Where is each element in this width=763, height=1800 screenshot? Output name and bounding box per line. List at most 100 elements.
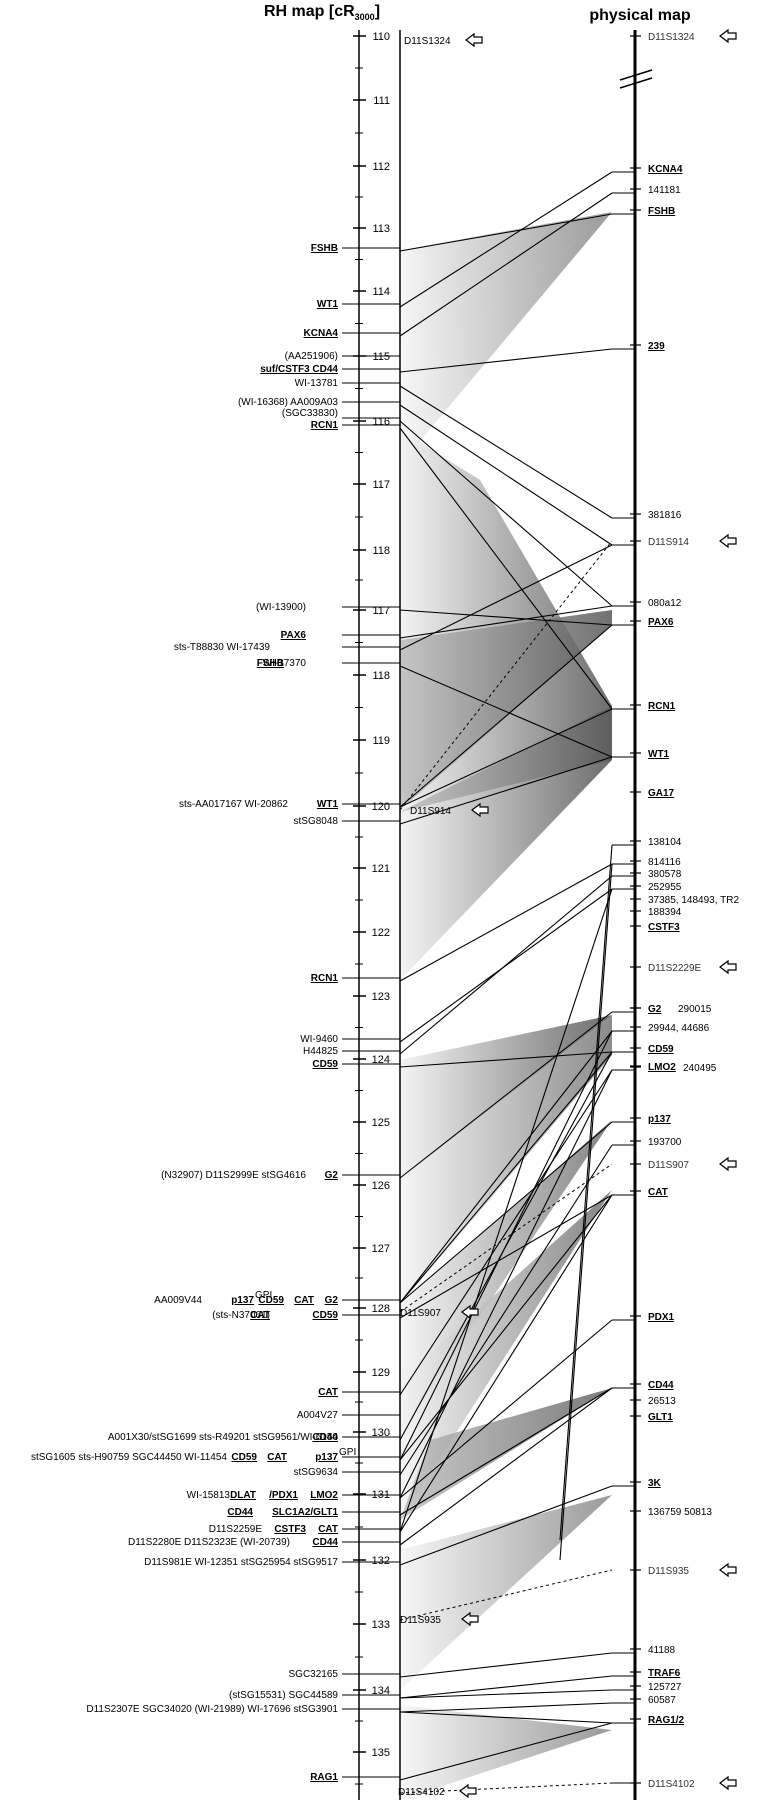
link-line xyxy=(399,1144,613,1476)
rh-tick-label: 114 xyxy=(372,286,390,298)
physical-map-label: PAX6 xyxy=(648,617,674,628)
physical-map-label: 380578 xyxy=(648,869,682,880)
rh-tick-label: 123 xyxy=(372,991,390,1003)
physical-map-label: CSTF3 xyxy=(648,922,680,933)
rh-tick-label: 118 xyxy=(372,545,390,557)
link-line xyxy=(399,1030,613,1461)
link-line xyxy=(399,1689,613,1699)
link-line xyxy=(399,1194,613,1533)
link-line xyxy=(399,609,613,626)
arrow-left-icon xyxy=(471,802,489,818)
rh-tick-label: 111 xyxy=(373,95,390,107)
physical-map-label: 37385, 148493, TR2 xyxy=(648,895,739,906)
physical-map-label: 381816 xyxy=(648,510,682,521)
rh-gene-label: WT1 xyxy=(317,799,339,810)
rh-tick-label: 110 xyxy=(372,31,390,43)
rh-marker-label: WI-17370 xyxy=(263,658,307,669)
rh-gene-label: CD59 xyxy=(312,1059,338,1070)
rh-tick-label: 117 xyxy=(372,605,390,617)
physical-map-label: 26513 xyxy=(648,1396,676,1407)
physical-map-label: D11S4102 xyxy=(648,1779,695,1790)
link-line xyxy=(399,1387,613,1516)
physical-map-label: 138104 xyxy=(648,837,682,848)
anchor-link-dashed xyxy=(399,1163,613,1313)
anchor-link-dashed xyxy=(399,1782,613,1794)
rh-marker-label: SGC32165 xyxy=(289,1669,339,1680)
link-line xyxy=(399,213,613,252)
rh-tick-label: 128 xyxy=(372,1303,390,1315)
physical-map-label: 3K xyxy=(648,1478,662,1489)
arrow-left-icon xyxy=(719,959,737,975)
rh-marker-label: (SGC33830) xyxy=(282,408,338,419)
rh-anchor-label: D11S1324 xyxy=(404,36,451,47)
arrow-left-icon xyxy=(719,1156,737,1172)
rh-marker-label: (stSG15531) SGC44589 xyxy=(229,1690,338,1701)
physical-map-label: 125727 xyxy=(648,1682,682,1693)
rh-marker-label: WI-9460 xyxy=(300,1034,338,1045)
rh-marker-label: D11S981E WI-12351 stSG25954 stSG9517 xyxy=(144,1557,338,1568)
rh-marker-label: AA009V44 xyxy=(154,1295,202,1306)
physical-map-label: RCN1 xyxy=(648,701,676,712)
arrow-left-icon xyxy=(719,533,737,549)
rh-map-title: RH map [cR3000] xyxy=(264,3,380,22)
rh-tick-label: 135 xyxy=(372,1747,390,1759)
physical-map-label: D11S2229E xyxy=(648,963,702,974)
rh-gene-label: CD59 xyxy=(231,1452,257,1463)
link-line xyxy=(399,544,613,651)
link-line xyxy=(399,863,613,982)
arrow-left-icon xyxy=(465,32,483,48)
physical-map-label: 290015 xyxy=(678,1004,712,1015)
rh-gene-label: p137 xyxy=(231,1295,254,1306)
arrow-left-icon xyxy=(719,28,737,44)
rh-tick-label: 121 xyxy=(372,863,390,875)
physical-map-label: GLT1 xyxy=(648,1412,673,1423)
link-line xyxy=(399,385,613,519)
rh-gene-label: CD59 xyxy=(312,1310,338,1321)
physical-map-label: 240495 xyxy=(683,1063,717,1074)
physical-map-label: G2 xyxy=(648,1004,662,1015)
rh-tick-label: 112 xyxy=(372,161,390,173)
physical-map-label: RAG1/2 xyxy=(648,1715,685,1726)
physical-map-label: 814116 xyxy=(648,857,681,868)
rh-gene-label: RAG1 xyxy=(310,1772,338,1783)
rh-gene-superscript: GPI xyxy=(255,1290,272,1301)
physical-map-label: D11S907 xyxy=(648,1160,689,1171)
physical-map-label: D11S1324 xyxy=(648,32,695,43)
link-line xyxy=(399,1051,613,1304)
rh-marker-label: D11S2259E xyxy=(209,1524,263,1535)
rh-tick-label: 126 xyxy=(372,1180,390,1192)
rh-marker-label: sts-T88830 WI-17439 xyxy=(174,642,271,653)
rh-gene-label: CD44 xyxy=(227,1507,253,1518)
rh-marker-label: A004V27 xyxy=(297,1410,339,1421)
rh-tick-label: 119 xyxy=(372,735,390,747)
axis-break xyxy=(619,69,653,89)
rh-gene-label: p137 xyxy=(315,1452,338,1463)
arrow-left-icon xyxy=(719,1775,737,1791)
physical-map-label: D11S935 xyxy=(648,1566,689,1577)
rh-gene-label: CSTF3 xyxy=(274,1524,306,1535)
marker-link-lines xyxy=(399,171,635,1794)
physical-map-label: WT1 xyxy=(648,749,670,760)
physical-map-label: CAT xyxy=(648,1187,668,1198)
link-line xyxy=(399,1485,613,1566)
rh-gene-label: RCN1 xyxy=(311,420,339,431)
rh-gene-label: CD59 xyxy=(258,1295,284,1306)
arrow-left-icon xyxy=(719,1562,737,1578)
link-line xyxy=(399,1011,613,1179)
rh-gene-label: SLC1A2/GLT1 xyxy=(272,1507,338,1518)
link-line xyxy=(399,420,613,607)
shaded-link-regions xyxy=(400,212,612,1800)
link-line xyxy=(399,756,613,825)
link-line xyxy=(399,1194,613,1319)
anchor-link-dashed xyxy=(399,1569,613,1621)
physical-map-label: 239 xyxy=(648,341,665,352)
rh-marker-label: WI-15813 xyxy=(187,1490,231,1501)
physical-map-label: p137 xyxy=(648,1114,671,1125)
link-line xyxy=(399,1051,613,1068)
physical-map-label: 141181 xyxy=(648,185,681,196)
arrow-left-icon xyxy=(459,1783,477,1799)
physical-map-label: CD44 xyxy=(648,1380,674,1391)
link-line xyxy=(559,844,613,1541)
physical-map-label: 41188 xyxy=(648,1645,676,1656)
physical-map-label: 136759 50813 xyxy=(648,1507,712,1518)
